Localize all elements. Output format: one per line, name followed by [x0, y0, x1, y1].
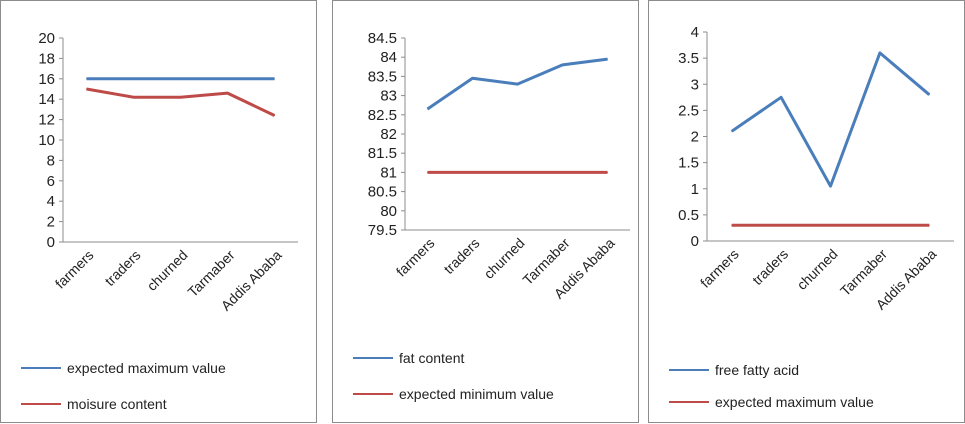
legend-item: expected minimum value [353, 385, 554, 403]
data-point [562, 171, 563, 173]
data-point [274, 115, 275, 117]
y-tick-label: 4 [47, 193, 55, 210]
y-tick-label: 83 [380, 88, 397, 105]
series-line [86, 87, 276, 117]
y-tick-label: 20 [38, 30, 55, 47]
moisture-chart-panel: 0 2 4 6 8 10 12 14 16 18 20 farmers traders churned Ta… [0, 0, 317, 423]
y-tick-label: 3 [691, 76, 699, 93]
y-tick-label: 3.5 [678, 50, 699, 67]
legend-label: expected maximum value [67, 360, 226, 376]
y-tick-label: 80.5 [368, 184, 397, 201]
data-point [227, 92, 228, 94]
y-tick-label: 16 [38, 71, 55, 88]
data-point [427, 108, 428, 110]
y-tick-label: 84 [380, 49, 397, 66]
y-tick-label: 8 [47, 152, 55, 169]
y-tick-label: 1 [691, 181, 699, 198]
legend-label: free fatty acid [715, 362, 800, 378]
data-point [731, 130, 733, 132]
data-point [427, 171, 428, 173]
data-point [517, 83, 518, 85]
data-point [928, 224, 930, 226]
y-tick-label: 81.5 [368, 145, 397, 162]
x-tick-label: traders [101, 247, 143, 289]
y-tick-label: 4 [691, 24, 699, 41]
data-point [274, 78, 275, 80]
x-tick-label: traders [749, 246, 791, 288]
data-point [86, 78, 87, 80]
y-tick-label: 14 [38, 91, 55, 108]
legend-label: expected minimum value [399, 386, 554, 402]
legend-swatch [669, 369, 709, 371]
data-point [180, 78, 181, 80]
y-tick-label: 0.5 [678, 207, 699, 224]
data-point [227, 78, 228, 80]
x-tick-label: farmers [697, 246, 742, 291]
data-point [133, 96, 134, 98]
legend-item: expected maximum value [21, 359, 226, 377]
data-point [830, 185, 831, 187]
data-point [928, 94, 930, 96]
y-tick-label: 10 [38, 132, 55, 149]
data-point [780, 96, 782, 98]
y-tick-label: 79.5 [368, 222, 397, 239]
fat-chart: 79.5 80 80.5 81 81.5 82 82.5 83 83.5 84 84.5 farmer… [368, 30, 630, 302]
legend-item: moisure content [21, 395, 167, 413]
y-tick-label: 82.5 [368, 107, 397, 124]
x-tick-label: farmers [52, 247, 97, 292]
data-point [517, 171, 518, 173]
ffa-chart-panel: 0 0.5 1 1.5 2 2.5 3 3.5 4 farmers traders churned Ta… [648, 0, 965, 423]
x-tick-label: churned [794, 246, 841, 293]
x-tick-label: churned [144, 247, 191, 294]
legend-swatch [21, 367, 61, 369]
data-point [472, 77, 473, 79]
legend-item: free fatty acid [669, 361, 799, 379]
y-tick-label: 82 [380, 126, 397, 143]
y-tick-label: 1.5 [678, 155, 699, 172]
legend-label: moisure content [67, 396, 167, 412]
data-point [180, 96, 181, 98]
data-point [562, 64, 563, 66]
y-tick-label: 2.5 [678, 102, 699, 119]
legend-label: expected maximum value [715, 394, 874, 410]
y-tick-label: 12 [38, 112, 55, 129]
data-point [830, 224, 831, 226]
legend-swatch [353, 393, 393, 395]
y-tick-label: 84.5 [368, 30, 397, 47]
data-point [472, 171, 473, 173]
legend-label: fat content [399, 350, 465, 366]
fat-chart-panel: 79.5 80 80.5 81 81.5 82 82.5 83 83.5 84 84.5 farmer… [332, 0, 639, 423]
y-tick-label: 0 [47, 234, 55, 251]
y-tick-label: 83.5 [368, 68, 397, 85]
data-point [607, 58, 608, 60]
data-point [133, 78, 134, 80]
y-tick-label: 2 [691, 129, 699, 146]
legend-item: expected maximum value [669, 393, 874, 411]
legend-swatch [21, 403, 61, 405]
x-tick-label: farmers [393, 235, 438, 280]
y-tick-label: 18 [38, 50, 55, 67]
data-point [780, 224, 782, 226]
x-tick-label: traders [440, 235, 482, 277]
y-tick-label: 0 [691, 233, 699, 250]
data-point [879, 52, 881, 54]
legend-swatch [353, 357, 393, 359]
y-tick-label: 81 [380, 164, 397, 181]
y-tick-label: 80 [380, 203, 397, 220]
legend-swatch [669, 401, 709, 403]
legend-item: fat content [353, 349, 464, 367]
data-point [86, 88, 87, 90]
data-point [731, 224, 733, 226]
data-point [879, 224, 881, 226]
y-tick-label: 2 [47, 214, 55, 231]
data-point [607, 171, 608, 173]
y-tick-label: 6 [47, 173, 55, 190]
series-line [730, 51, 931, 188]
